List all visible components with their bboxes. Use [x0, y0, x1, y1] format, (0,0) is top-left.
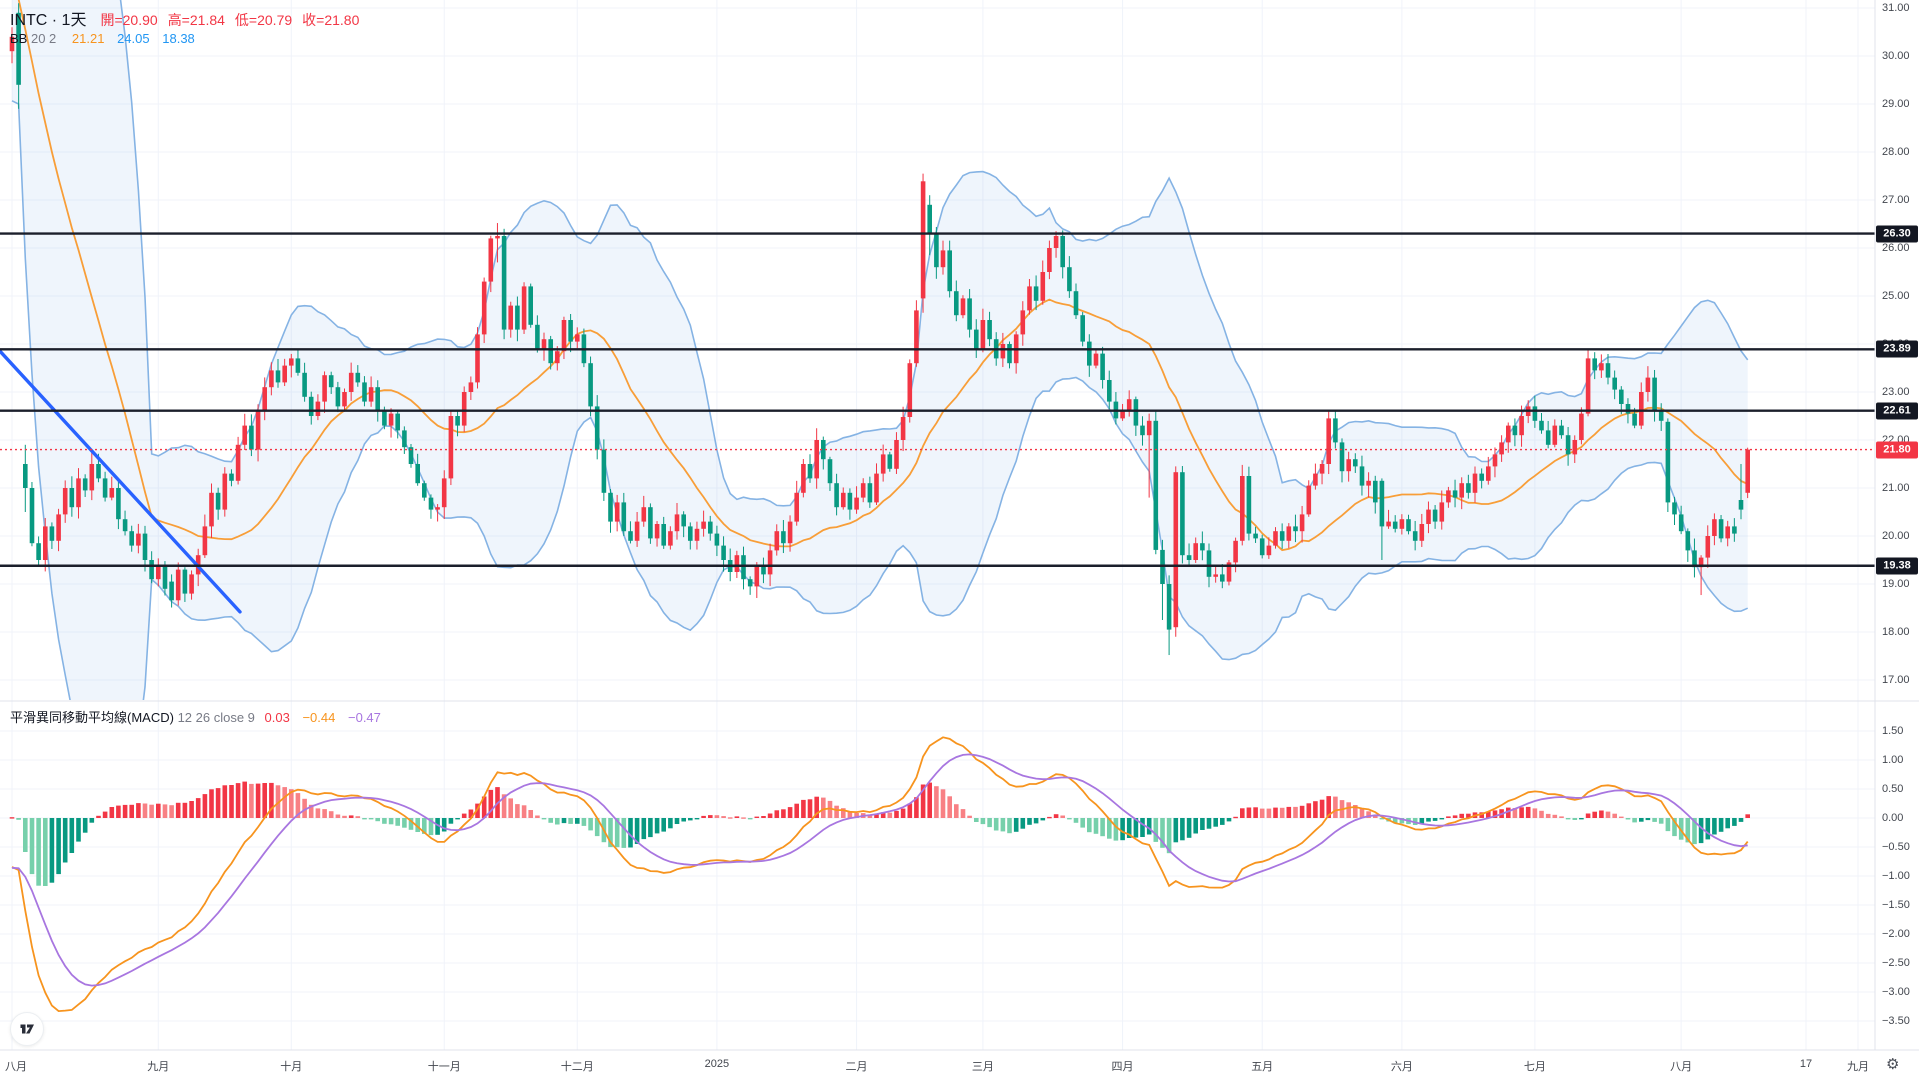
- price-line-badge: 23.89: [1876, 340, 1918, 358]
- high-label: 高=: [167, 12, 190, 28]
- close-label: 收=: [302, 12, 325, 28]
- bb-indicator-legend[interactable]: BB 20 2 21.21 24.05 18.38: [10, 31, 204, 46]
- macd-axis-label: −2.00: [1882, 928, 1910, 940]
- macd-axis-label: −1.00: [1882, 870, 1910, 882]
- macd-axis-label: −2.50: [1882, 957, 1910, 969]
- macd-signal-value: −0.47: [348, 710, 381, 725]
- bb-upper-value: 24.05: [117, 31, 150, 46]
- macd-axis-label: 0.50: [1882, 783, 1904, 795]
- price-axis-label: 18.00: [1882, 626, 1910, 638]
- macd-axis-label: −1.50: [1882, 899, 1910, 911]
- close-value: 21.80: [324, 12, 360, 28]
- price-axis-label: 21.00: [1882, 482, 1910, 494]
- macd-params: 12 26 close 9: [177, 710, 255, 725]
- price-line-badge: 19.38: [1876, 557, 1918, 575]
- time-axis-label: 十二月: [560, 1061, 594, 1073]
- bb-params: 20 2: [30, 31, 57, 46]
- time-axis-label: 七月: [1523, 1061, 1546, 1073]
- time-axis-label: 九月: [147, 1061, 170, 1073]
- price-axis-label: 31.00: [1882, 2, 1910, 14]
- time-axis-label: 九月: [1847, 1061, 1869, 1073]
- bb-basis-value: 21.21: [71, 31, 105, 46]
- macd-axis-label: −0.50: [1882, 841, 1910, 853]
- time-axis-label: 2025: [704, 1058, 730, 1070]
- open-value: 20.90: [122, 12, 158, 28]
- macd-axis-label: −3.00: [1882, 986, 1910, 998]
- time-axis-label: 二月: [845, 1061, 868, 1073]
- time-axis-label: 五月: [1251, 1061, 1274, 1073]
- symbol-legend[interactable]: INTC · 1天 開=20.90 高=21.84 低=20.79 收=21.80: [10, 6, 369, 30]
- macd-axis-label: 0.00: [1882, 812, 1904, 824]
- time-axis-label: 六月: [1390, 1061, 1413, 1073]
- bb-name[interactable]: BB: [10, 31, 28, 46]
- macd-indicator-legend[interactable]: 平滑異同移動平均線(MACD) 12 26 close 9 0.03 −0.44…: [10, 707, 390, 726]
- macd-name[interactable]: 平滑異同移動平均線(MACD): [10, 710, 174, 725]
- price-axis-label: 19.00: [1882, 578, 1910, 590]
- price-axis-label: 27.00: [1882, 194, 1910, 206]
- low-value: 20.79: [257, 12, 293, 28]
- trend-line[interactable]: [0, 349, 242, 614]
- symbol-title[interactable]: INTC · 1天: [10, 12, 87, 29]
- tradingview-logo[interactable]: [10, 1012, 44, 1046]
- time-axis-label: 三月: [971, 1061, 994, 1073]
- time-axis-label: 八月: [1670, 1061, 1693, 1073]
- high-value: 21.84: [189, 12, 225, 28]
- macd-hist-value: 0.03: [264, 710, 290, 725]
- time-axis-label: 十一月: [427, 1061, 461, 1073]
- macd-histogram: [9, 781, 1750, 886]
- gear-icon[interactable]: ⚙: [1886, 1056, 1900, 1073]
- macd-axis-label: −3.50: [1882, 1015, 1910, 1027]
- macd-axis-label: 1.00: [1882, 754, 1904, 766]
- price-axis-label: 17.00: [1882, 674, 1910, 686]
- time-axis-label: 四月: [1111, 1061, 1134, 1073]
- macd-line-value: −0.44: [302, 710, 336, 725]
- time-axis-label: 十月: [280, 1061, 303, 1073]
- price-line-badge: 26.30: [1876, 225, 1918, 243]
- open-label: 開=: [100, 12, 123, 28]
- price-axis-label: 29.00: [1882, 98, 1910, 110]
- time-axis-label: 八月: [5, 1061, 27, 1073]
- tradingview-logo-icon: [20, 1024, 34, 1034]
- bb-lower-value: 18.38: [162, 31, 195, 46]
- price-axis-label: 28.00: [1882, 146, 1910, 158]
- price-line-badge: 22.61: [1876, 402, 1918, 420]
- macd-axis-label: 1.50: [1882, 725, 1904, 737]
- price-axis-label: 23.00: [1882, 386, 1910, 398]
- low-label: 低=: [234, 12, 258, 28]
- price-axis-label: 25.00: [1882, 290, 1910, 302]
- price-axis-label: 30.00: [1882, 50, 1910, 62]
- price-axis-label: 20.00: [1882, 530, 1910, 542]
- price-axis-label: 26.00: [1882, 242, 1910, 254]
- time-axis-label: 17: [1799, 1058, 1813, 1070]
- last-price-badge: 21.80: [1876, 441, 1918, 459]
